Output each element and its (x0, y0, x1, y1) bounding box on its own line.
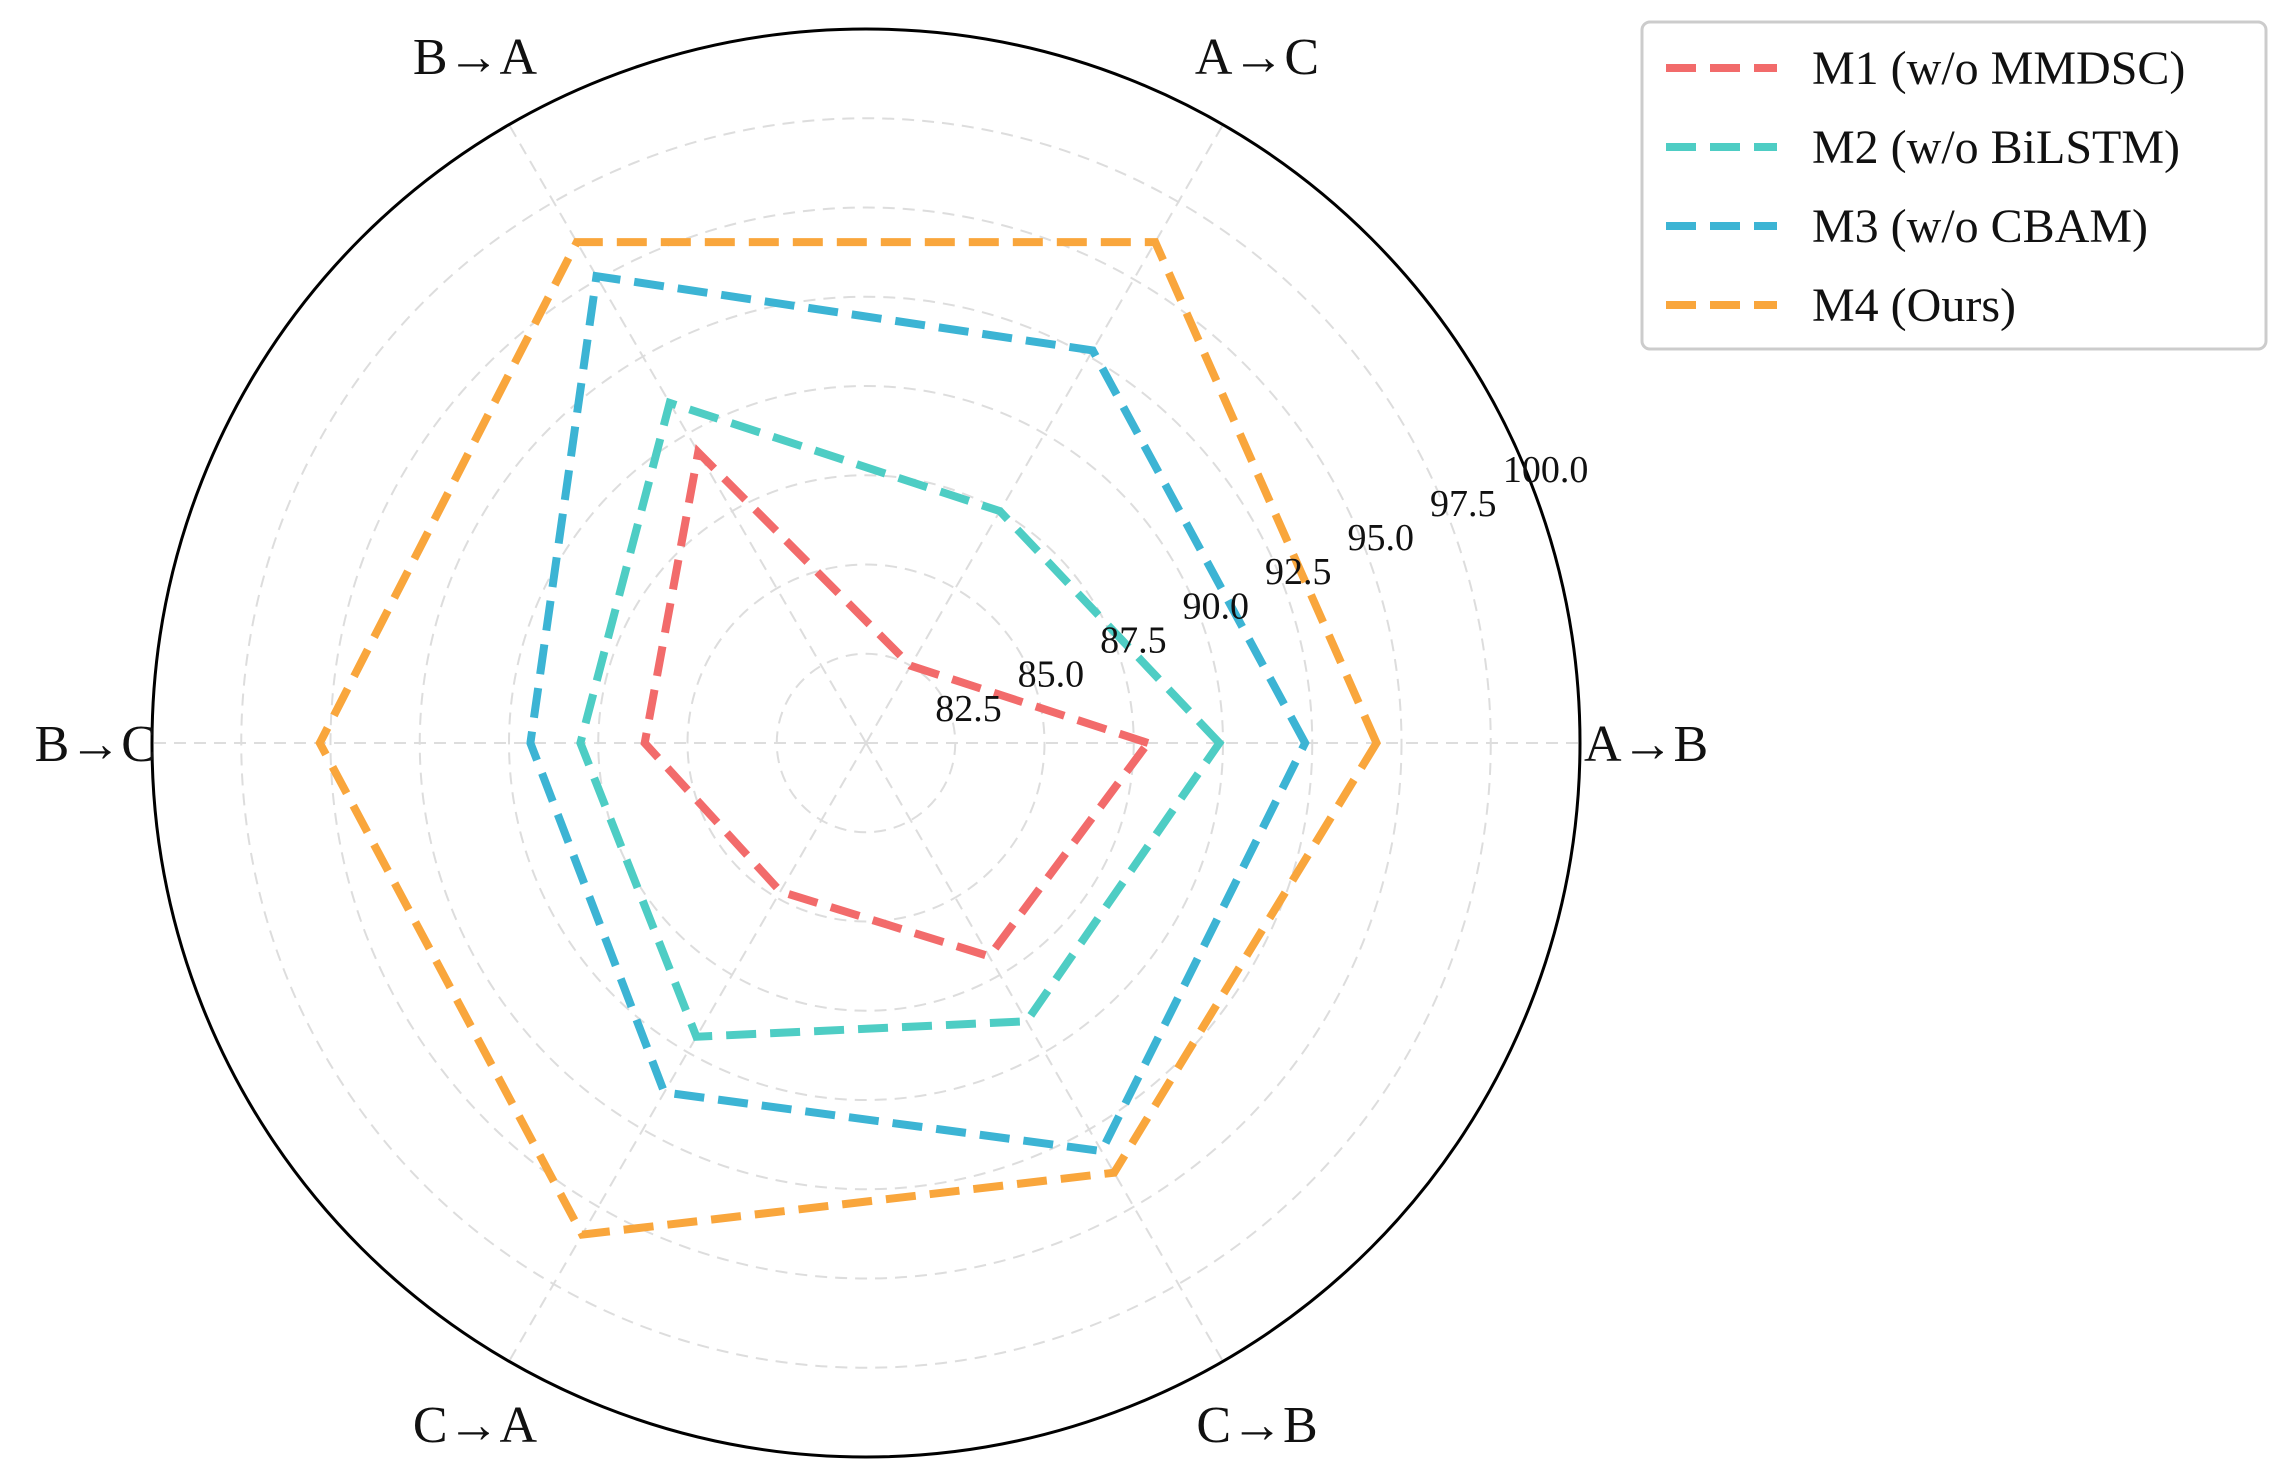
radial-tick-label: 87.5 (1100, 620, 1167, 662)
legend-label-m4: M4 (Ours) (1812, 279, 2016, 332)
legend-label-m3: M3 (w/o CBAM) (1812, 200, 2148, 253)
radial-tick-label: 85.0 (1018, 654, 1085, 696)
outer-ring (150, 27, 1582, 1459)
radial-tick-label: 97.5 (1430, 483, 1497, 525)
legend: M1 (w/o MMDSC) M2 (w/o BiLSTM) M3 (w/o CBA… (1640, 20, 2268, 351)
legend-label-m2: M2 (w/o BiLSTM) (1812, 121, 2180, 174)
radial-tick-label: 100.0 (1503, 449, 1589, 491)
series-line-m1 (640, 444, 1155, 961)
legend-frame (1640, 20, 2268, 351)
category-label: B→C (35, 716, 156, 773)
category-label: C→B (1196, 1397, 1317, 1454)
category-label: B→A (413, 29, 538, 86)
radial-tick-label: 95.0 (1347, 517, 1414, 559)
series-line-m3 (526, 271, 1310, 1156)
radial-tick-label: 90.0 (1183, 585, 1250, 627)
radial-tick-label: 82.5 (935, 688, 1002, 730)
grid (152, 117, 1580, 1369)
grid-spoke (508, 124, 867, 744)
grid-spoke (865, 124, 1224, 744)
grid-ring (329, 206, 1403, 1280)
category-label: C→A (413, 1397, 538, 1454)
category-label: A→C (1195, 29, 1319, 86)
series-line-m2 (576, 397, 1225, 1041)
grid-ring (686, 563, 1046, 923)
series-layer (315, 238, 1382, 1239)
legend-label-m1: M1 (w/o MMDSC) (1812, 42, 2185, 95)
category-label: A→B (1584, 716, 1708, 773)
series-line-m4 (315, 238, 1382, 1239)
grid-spoke (865, 742, 1224, 1362)
axis-labels: A→B A→C B→A B→C C→A C→B (35, 29, 1709, 1454)
radial-tick-label: 92.5 (1265, 551, 1332, 593)
